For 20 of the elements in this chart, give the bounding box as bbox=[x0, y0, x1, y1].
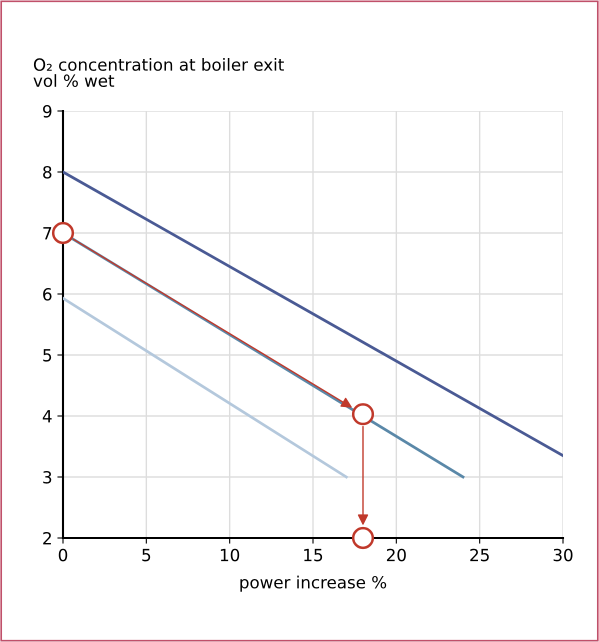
y-tick-label: 4 bbox=[42, 410, 52, 422]
x-axis-title: power increase % bbox=[240, 576, 386, 592]
y-tick-label: 5 bbox=[43, 349, 52, 362]
point bbox=[52, 222, 74, 244]
y-axis-title: O₂ concentration at boiler exit vol % wet bbox=[33, 58, 284, 88]
x-tick-label: 15 bbox=[304, 548, 322, 562]
point bbox=[352, 403, 374, 426]
y-tick-label: 6 bbox=[43, 288, 52, 301]
point bbox=[352, 526, 374, 550]
x-tick-label: 0 bbox=[58, 548, 68, 562]
y-tick-label: 7 bbox=[43, 227, 52, 240]
y-tick-label: 9 bbox=[43, 104, 52, 118]
y-tick-label: 8 bbox=[43, 166, 52, 179]
x-tick-label: 30 bbox=[554, 548, 572, 562]
x-tick-label: 10 bbox=[220, 548, 240, 562]
x-tick-label: 20 bbox=[386, 548, 406, 562]
x-tick-label: 25 bbox=[470, 548, 489, 562]
y-tick-label: 3 bbox=[43, 470, 52, 484]
x-tick-label: 5 bbox=[142, 548, 150, 562]
y-tick-label: 2 bbox=[43, 532, 51, 544]
